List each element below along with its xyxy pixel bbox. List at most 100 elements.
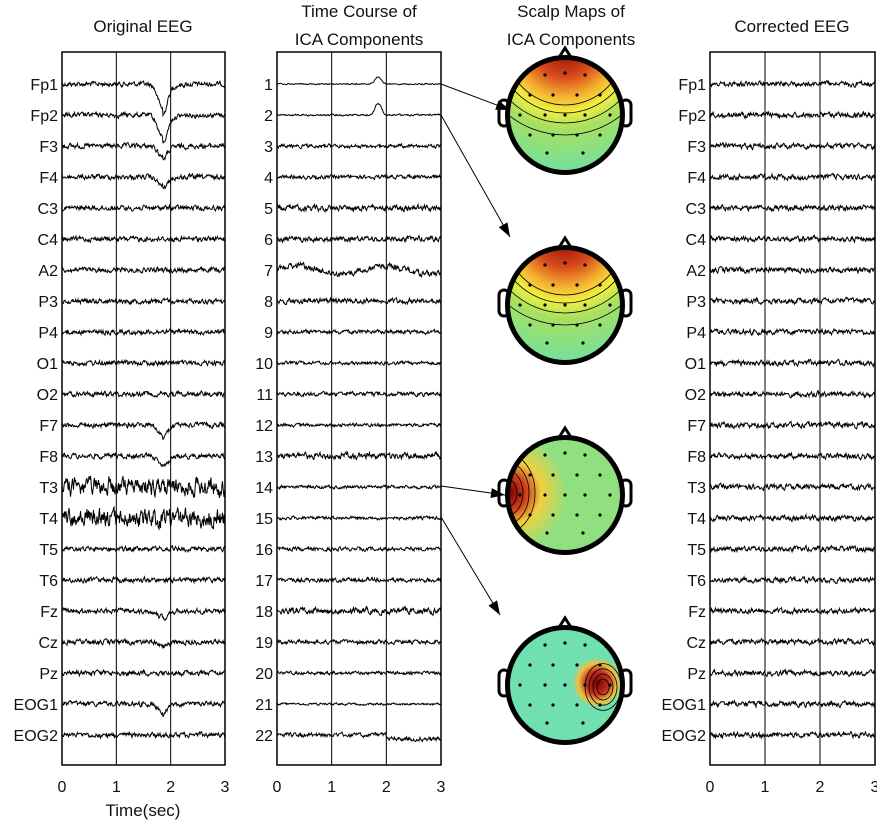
channel-label: EOG2 <box>662 728 707 745</box>
signal-trace <box>709 420 876 430</box>
head-border <box>506 56 624 174</box>
electrode-dot <box>528 93 532 97</box>
x-tick-label: 1 <box>327 779 336 796</box>
electrode-dot <box>518 113 522 117</box>
signal-trace <box>61 475 226 499</box>
electrode-dot <box>528 323 532 327</box>
signal-trace <box>276 605 442 617</box>
electrode-dot <box>583 493 587 497</box>
channel-label: 17 <box>255 573 273 590</box>
electrode-dot <box>575 703 579 707</box>
electrode-dot <box>551 473 555 477</box>
arrowhead-icon <box>490 488 505 499</box>
channel-label: O2 <box>685 387 706 404</box>
component-arrow <box>440 83 511 111</box>
signal-trace <box>61 80 226 118</box>
signal-trace <box>709 296 876 306</box>
channel-label: Cz <box>686 635 706 652</box>
channel-label: F8 <box>39 449 58 466</box>
electrode-dot <box>598 473 602 477</box>
panel-title-ica-line1: Time Course of <box>301 2 417 21</box>
electrode-dot <box>583 453 587 457</box>
signal-trace <box>709 203 876 213</box>
electrode-dot <box>545 341 549 345</box>
signal-trace <box>61 606 226 622</box>
channel-label: 7 <box>264 263 273 280</box>
signal-trace <box>276 422 442 428</box>
channel-label: C3 <box>38 201 59 218</box>
arrowhead-icon <box>498 222 510 237</box>
signal-trace <box>61 544 226 554</box>
x-tick-label: 1 <box>112 779 121 796</box>
electrode-dot <box>545 151 549 155</box>
electrode-dot <box>575 283 579 287</box>
signal-trace <box>710 606 876 616</box>
signal-trace <box>61 505 226 531</box>
channel-label: Fp2 <box>30 108 58 125</box>
signal-trace <box>276 576 442 584</box>
signal-trace <box>61 265 226 275</box>
channel-label: A2 <box>686 263 706 280</box>
signal-trace <box>276 701 442 707</box>
channel-label: P4 <box>686 325 706 342</box>
channel-label: F7 <box>39 418 58 435</box>
channel-label: 20 <box>255 666 273 683</box>
channel-label: T4 <box>39 511 58 528</box>
electrode-dot <box>518 683 522 687</box>
electrode-dot <box>583 73 587 77</box>
electrode-dot <box>545 531 549 535</box>
channel-label: 9 <box>264 325 273 342</box>
scalp-map-component-2 <box>497 235 633 365</box>
panel-title-scalp-line1: Scalp Maps of <box>517 2 625 21</box>
signal-trace <box>709 482 876 492</box>
signal-trace <box>61 297 226 306</box>
channel-label: C3 <box>686 201 707 218</box>
channel-label: 12 <box>255 418 273 435</box>
channel-label: T4 <box>687 511 706 528</box>
electrode-dot <box>581 531 585 535</box>
x-tick-label: 0 <box>706 779 715 796</box>
signal-trace <box>61 110 226 144</box>
signal-trace <box>276 102 441 117</box>
channel-label: 14 <box>255 480 273 497</box>
scalp-map-component-15 <box>497 615 633 745</box>
signal-trace <box>61 637 226 650</box>
electrode-dot <box>583 643 587 647</box>
electrode-dot <box>608 113 612 117</box>
channel-label: 11 <box>256 387 273 404</box>
signal-trace <box>61 234 226 244</box>
channel-label: F3 <box>39 139 58 156</box>
signal-trace <box>277 76 442 86</box>
electrode-dot <box>563 451 567 455</box>
channel-label: T5 <box>687 542 706 559</box>
electrode-dot <box>598 513 602 517</box>
signal-trace <box>61 668 226 678</box>
channel-label: 15 <box>255 511 273 528</box>
channel-label: Fz <box>40 604 58 621</box>
signal-trace <box>709 358 876 368</box>
channel-label: 2 <box>264 108 273 125</box>
electrode-dot <box>598 323 602 327</box>
electrode-dot <box>543 113 547 117</box>
x-tick-label: 0 <box>273 779 282 796</box>
channel-label: 5 <box>264 201 273 218</box>
signal-trace <box>61 699 226 718</box>
signal-trace <box>61 420 226 440</box>
electrode-dot <box>608 683 612 687</box>
channel-label: 1 <box>264 77 273 94</box>
scalp-map-component-14 <box>497 425 633 555</box>
channel-label: EOG1 <box>14 697 59 714</box>
signal-trace <box>709 79 876 89</box>
x-tick-label: 3 <box>871 779 877 796</box>
channel-label: Fp1 <box>678 77 706 94</box>
x-tick-label: 0 <box>58 779 67 796</box>
electrode-dot <box>551 133 555 137</box>
electrode-dot <box>598 703 602 707</box>
head-border <box>506 436 624 554</box>
channel-label: 21 <box>255 697 273 714</box>
electrode-dot <box>545 721 549 725</box>
channel-label: T3 <box>687 480 706 497</box>
x-tick-label: 3 <box>221 779 230 796</box>
signal-trace <box>709 512 876 523</box>
